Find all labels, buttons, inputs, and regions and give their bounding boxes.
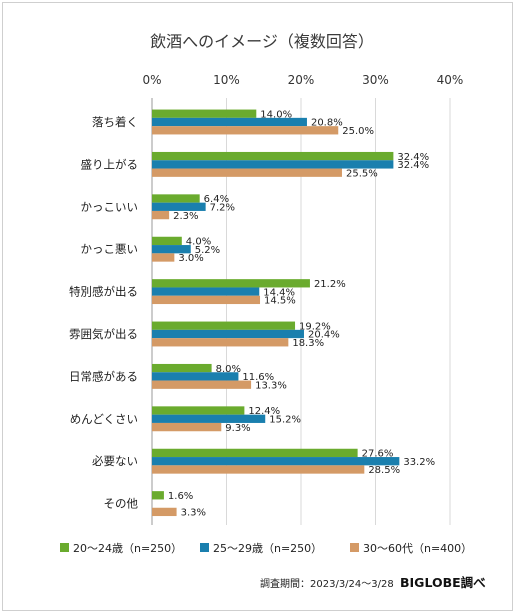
bar	[152, 457, 400, 466]
data-label: 6.4%	[204, 194, 229, 205]
chart-title: 飲酒へのイメージ（複数回答）	[150, 32, 374, 51]
bar	[152, 245, 191, 254]
category-label: 特別感が出る	[69, 285, 138, 299]
bar	[152, 151, 394, 161]
legend-swatch	[60, 543, 69, 552]
bar	[152, 168, 342, 177]
x-tick-label: 20%	[288, 73, 315, 87]
bar	[152, 287, 260, 296]
data-label: 5.2%	[195, 245, 220, 256]
data-label: 18.3%	[292, 338, 324, 349]
data-label: 9.3%	[225, 423, 250, 434]
category-label: めんどくさい	[70, 412, 138, 426]
legend-label: 30～60代（n=400）	[363, 542, 472, 555]
category-label: 雰囲気が出る	[69, 327, 138, 341]
bar	[152, 448, 358, 458]
data-label: 20.8%	[311, 118, 343, 129]
data-label: 4.0%	[186, 237, 211, 248]
bar	[152, 372, 239, 381]
data-label: 13.3%	[255, 380, 287, 391]
bar	[152, 126, 339, 135]
category-label: 落ち着く	[92, 115, 138, 129]
data-label: 32.4%	[397, 152, 429, 163]
bar	[152, 279, 310, 288]
bar	[152, 321, 296, 330]
brand-credit: BIGLOBE調べ	[400, 575, 486, 590]
bar	[152, 117, 307, 127]
survey-period: 調査期間：2023/3/24～3/28	[260, 577, 394, 590]
bar	[152, 363, 212, 373]
bar	[152, 194, 200, 203]
bar	[152, 329, 304, 339]
data-label: 14.4%	[263, 287, 295, 298]
legend-label: 25～29歳（n=250）	[213, 542, 322, 555]
data-label: 25.5%	[346, 168, 378, 179]
data-label: 28.5%	[368, 465, 400, 476]
bar	[152, 380, 252, 389]
data-label: 27.6%	[362, 449, 394, 460]
data-label: 25.0%	[342, 126, 374, 137]
data-label: 2.3%	[173, 211, 198, 222]
category-label: かっこいい	[81, 200, 139, 214]
category-label: かっこ悪い	[81, 242, 139, 256]
data-label: 3.0%	[178, 253, 203, 264]
data-label: 1.6%	[168, 491, 193, 502]
x-tick-label: 10%	[213, 73, 240, 87]
bar	[152, 422, 222, 432]
x-tick-label: 30%	[362, 73, 389, 87]
data-label: 19.2%	[299, 321, 331, 332]
category-label: 盛り上がる	[81, 157, 139, 171]
data-label: 15.2%	[269, 414, 301, 425]
data-label: 12.4%	[248, 406, 280, 417]
bar	[152, 295, 261, 305]
bar	[152, 507, 177, 517]
chart-frame	[2, 2, 513, 611]
data-label: 32.4%	[397, 160, 429, 171]
category-label: その他	[104, 497, 139, 511]
x-tick-label: 0%	[142, 73, 161, 87]
category-label: 日常感がある	[69, 369, 138, 383]
bar	[152, 160, 394, 169]
category-label: 必要ない	[92, 454, 138, 468]
data-label: 21.2%	[314, 279, 346, 290]
data-label: 20.4%	[308, 330, 340, 341]
bar	[152, 202, 206, 211]
data-label: 3.3%	[181, 508, 206, 519]
data-label: 33.2%	[403, 457, 435, 468]
data-label: 7.2%	[210, 202, 235, 213]
data-label: 14.5%	[264, 296, 296, 307]
x-tick-label: 40%	[437, 73, 464, 87]
data-label: 14.0%	[260, 109, 292, 120]
bar	[152, 236, 182, 246]
legend-label: 20～24歳（n=250）	[73, 542, 182, 555]
bar	[152, 210, 170, 220]
data-label: 8.0%	[216, 364, 241, 375]
bar	[152, 109, 257, 118]
bar	[152, 406, 245, 415]
data-label: 11.6%	[242, 372, 274, 383]
bar	[152, 338, 289, 347]
legend-swatch	[200, 543, 209, 552]
legend-swatch	[350, 543, 359, 552]
bar	[152, 465, 365, 474]
bar	[152, 253, 175, 262]
bar	[152, 491, 164, 500]
bar	[152, 414, 266, 423]
